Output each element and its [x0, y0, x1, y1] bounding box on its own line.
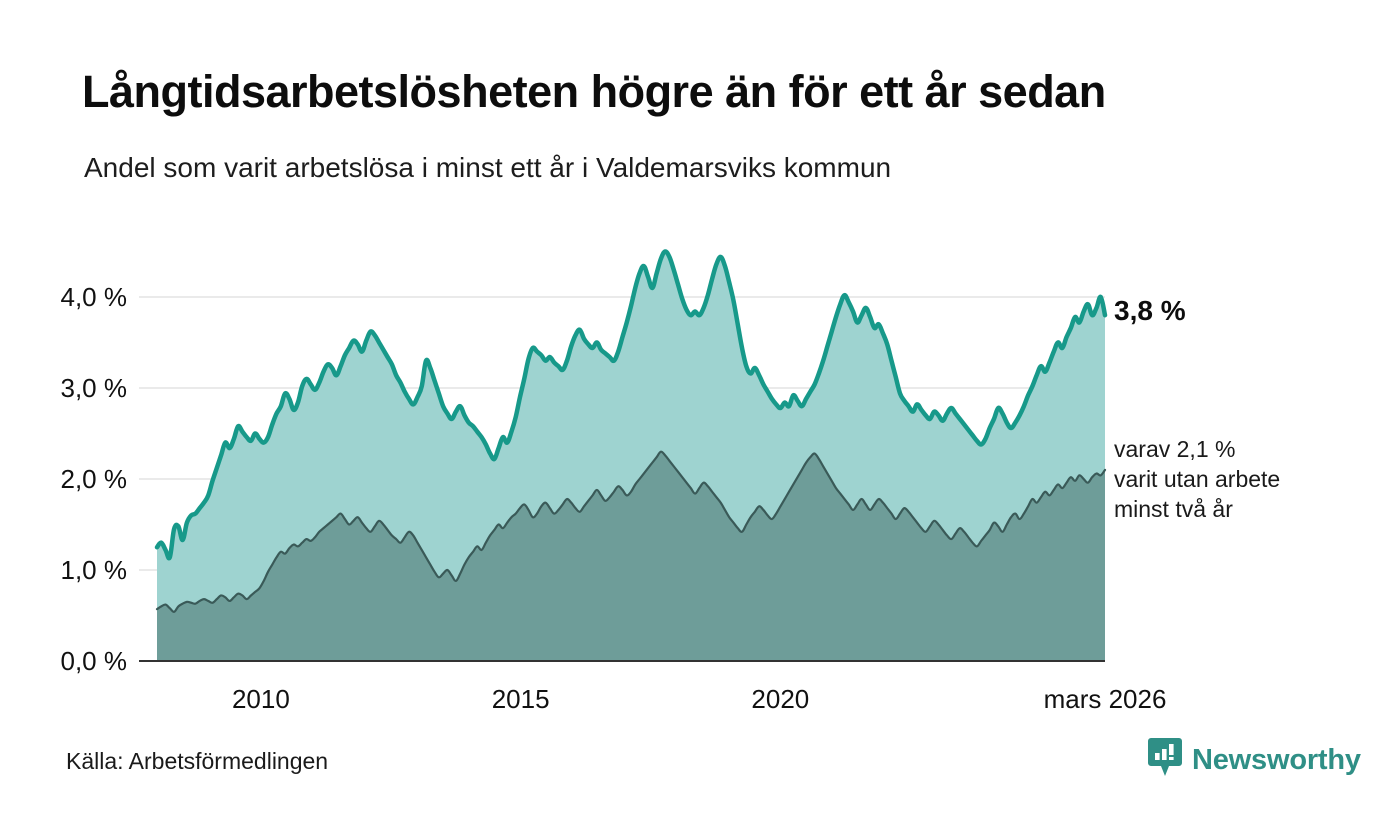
x-axis-tick-label: 2010 [232, 684, 290, 714]
y-axis-tick-label: 4,0 % [61, 282, 128, 312]
series-line-2 [155, 450, 1107, 613]
end-value-annotation: 3,8 % [1114, 295, 1186, 326]
secondary-annotation-line-1: varav 2,1 % [1114, 436, 1236, 462]
secondary-annotation-line-3: minst två år [1114, 496, 1233, 522]
source-note: Källa: Arbetsförmedlingen [66, 748, 329, 774]
y-axis-tick-label: 1,0 % [61, 555, 128, 585]
newsworthy-logo: Newsworthy [1148, 738, 1361, 783]
bar-chart-speech-bubble-icon [1148, 738, 1182, 783]
secondary-annotation-line-2: varit utan arbete [1114, 466, 1281, 492]
x-axis-tick-label: mars 2026 [1044, 684, 1167, 714]
page-subtitle: Andel som varit arbetslösa i minst ett å… [84, 152, 892, 183]
page-title: Långtidsarbetslösheten högre än för ett … [82, 66, 1106, 117]
y-axis-tick-label: 0,0 % [61, 646, 128, 676]
secondary-series-annotation: varav 2,1 % varit utan arbete minst två … [1114, 434, 1280, 524]
series-area-2 [157, 451, 1105, 661]
x-axis-tick-label: 2020 [751, 684, 809, 714]
series-line-1 [154, 249, 1108, 561]
newsworthy-logo-text: Newsworthy [1192, 744, 1361, 776]
y-axis-tick-label: 3,0 % [61, 373, 128, 403]
y-axis-tick-label: 2,0 % [61, 464, 128, 494]
x-axis-tick-label: 2015 [492, 684, 550, 714]
